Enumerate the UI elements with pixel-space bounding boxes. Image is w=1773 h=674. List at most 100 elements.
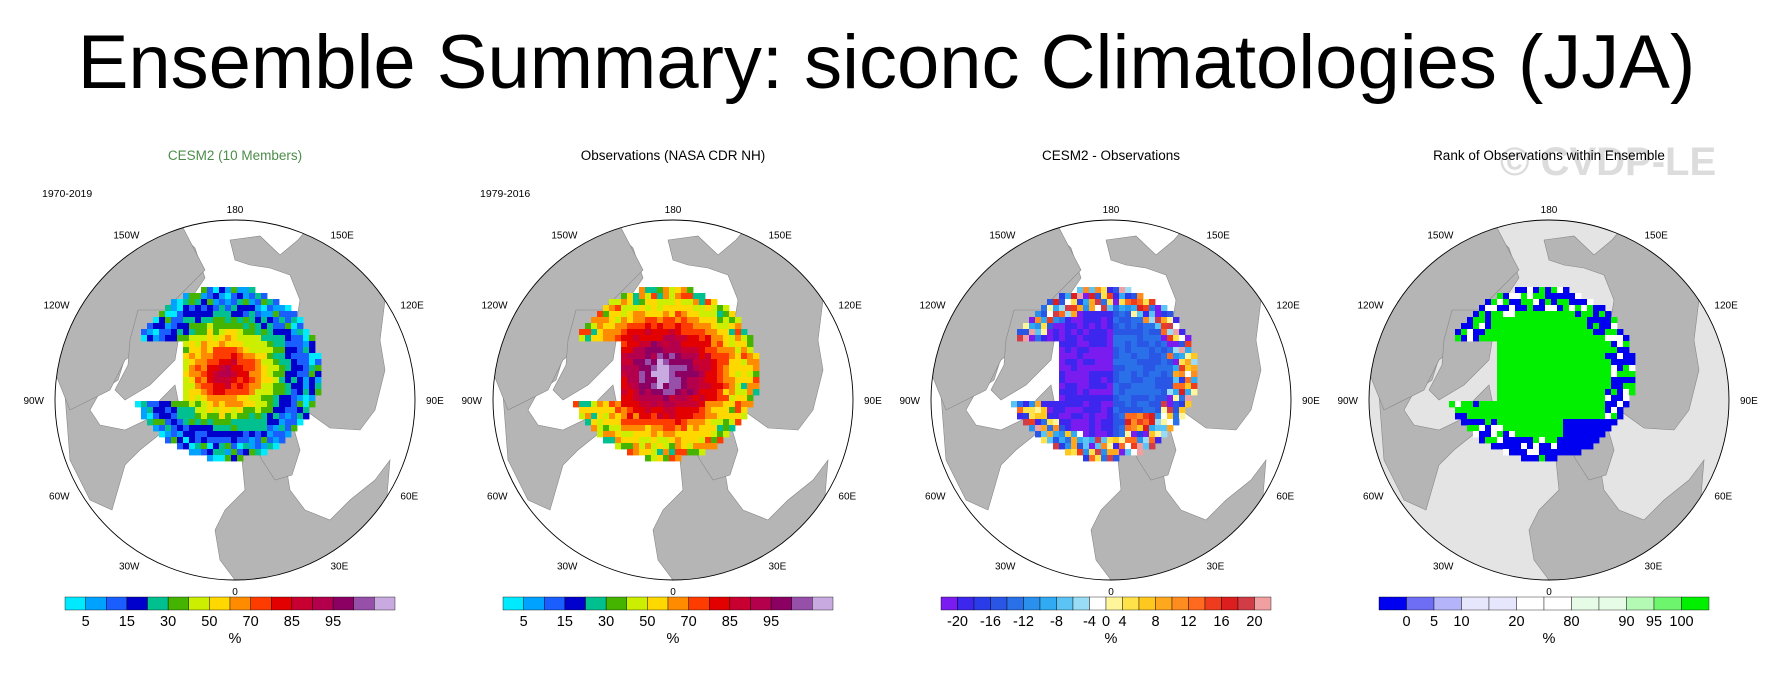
ice-cell [663, 395, 670, 402]
ice-cell [1095, 383, 1102, 390]
ice-cell [249, 317, 256, 324]
ice-cell [621, 413, 628, 420]
ice-cell [1119, 329, 1126, 336]
ice-cell [663, 287, 670, 294]
ice-cell [1497, 335, 1504, 342]
ice-cell [1053, 329, 1060, 336]
ice-cell [207, 293, 214, 300]
ice-cell [1059, 389, 1066, 396]
ice-cell [309, 359, 316, 366]
ice-cell [1503, 293, 1510, 300]
ice-cell [1611, 359, 1618, 366]
ice-cell [1557, 443, 1564, 450]
ice-cell [1503, 431, 1510, 438]
ice-cell [735, 383, 742, 390]
ice-cell [213, 323, 220, 330]
ice-cell [741, 347, 748, 354]
ice-cell [627, 437, 634, 444]
ice-cell [687, 293, 694, 300]
ice-cell [1125, 431, 1132, 438]
ice-cell [651, 335, 658, 342]
ice-cell [1179, 389, 1186, 396]
ice-cell [1581, 389, 1588, 396]
ice-cell [1599, 377, 1606, 384]
ice-cell [633, 413, 640, 420]
ice-cell [1593, 341, 1600, 348]
ice-cell [1143, 371, 1150, 378]
ice-cell [729, 359, 736, 366]
ice-cell [255, 299, 262, 306]
ice-cell [1125, 365, 1132, 372]
ice-cell [1473, 407, 1480, 414]
ice-cell [1083, 323, 1090, 330]
ice-cell [687, 389, 694, 396]
ice-cell [195, 317, 202, 324]
map-layers [931, 220, 1267, 580]
ice-cell [1563, 299, 1570, 306]
ice-cell [675, 365, 682, 372]
ice-cell [627, 407, 634, 414]
ice-cell [1605, 341, 1612, 348]
colorbar-swatch [1433, 596, 1462, 611]
ice-cell [1101, 383, 1108, 390]
ice-cell [237, 449, 244, 456]
ice-cell [1485, 419, 1492, 426]
ice-cell [165, 329, 172, 336]
ice-cell [1113, 389, 1120, 396]
ice-cell [1113, 431, 1120, 438]
ice-cell [273, 443, 280, 450]
ice-cell [147, 335, 154, 342]
ice-cell [1137, 437, 1144, 444]
ice-cell [1071, 431, 1078, 438]
ice-cell [1467, 413, 1474, 420]
ice-cell [687, 347, 694, 354]
ice-cell [1083, 359, 1090, 366]
colorbar-swatch [1023, 596, 1041, 611]
ice-cell [681, 305, 688, 312]
ice-cell [219, 335, 226, 342]
ice-cell [741, 401, 748, 408]
ice-cell [645, 383, 652, 390]
colorbar-swatch [1653, 596, 1682, 611]
ice-cell [237, 287, 244, 294]
ice-cell [747, 365, 754, 372]
ice-cell [231, 413, 238, 420]
ice-cell [1575, 329, 1582, 336]
ice-cell [747, 383, 754, 390]
ice-cell [285, 413, 292, 420]
ice-cell [1575, 395, 1582, 402]
ice-cell [1563, 449, 1570, 456]
ice-cell [1059, 377, 1066, 384]
ice-cell [237, 395, 244, 402]
ice-cell [1533, 311, 1540, 318]
ice-cell [1065, 311, 1072, 318]
ice-cell [669, 359, 676, 366]
ice-cell [675, 305, 682, 312]
ice-cell [681, 329, 688, 336]
ice-cell [1119, 377, 1126, 384]
ice-cell [297, 407, 304, 414]
ice-cell [675, 413, 682, 420]
ice-cell [1119, 335, 1126, 342]
ice-cell [699, 443, 706, 450]
ice-cell [1623, 401, 1630, 408]
ice-cell [1125, 347, 1132, 354]
ice-cell [1551, 389, 1558, 396]
ice-cell [1605, 407, 1612, 414]
ice-cell [171, 323, 178, 330]
ice-cell [1095, 371, 1102, 378]
ice-cell [645, 413, 652, 420]
ice-cell [1023, 407, 1030, 414]
ice-cell [1047, 323, 1054, 330]
ice-cell [663, 347, 670, 354]
ice-cell [291, 371, 298, 378]
ice-cell [159, 323, 166, 330]
ice-cell [189, 395, 196, 402]
longitude-label: 120E [400, 301, 424, 312]
ice-cell [699, 305, 706, 312]
ice-cell [663, 443, 670, 450]
ice-cell [1527, 383, 1534, 390]
ice-cell [1041, 335, 1048, 342]
ice-cell [675, 383, 682, 390]
ice-cell [627, 383, 634, 390]
